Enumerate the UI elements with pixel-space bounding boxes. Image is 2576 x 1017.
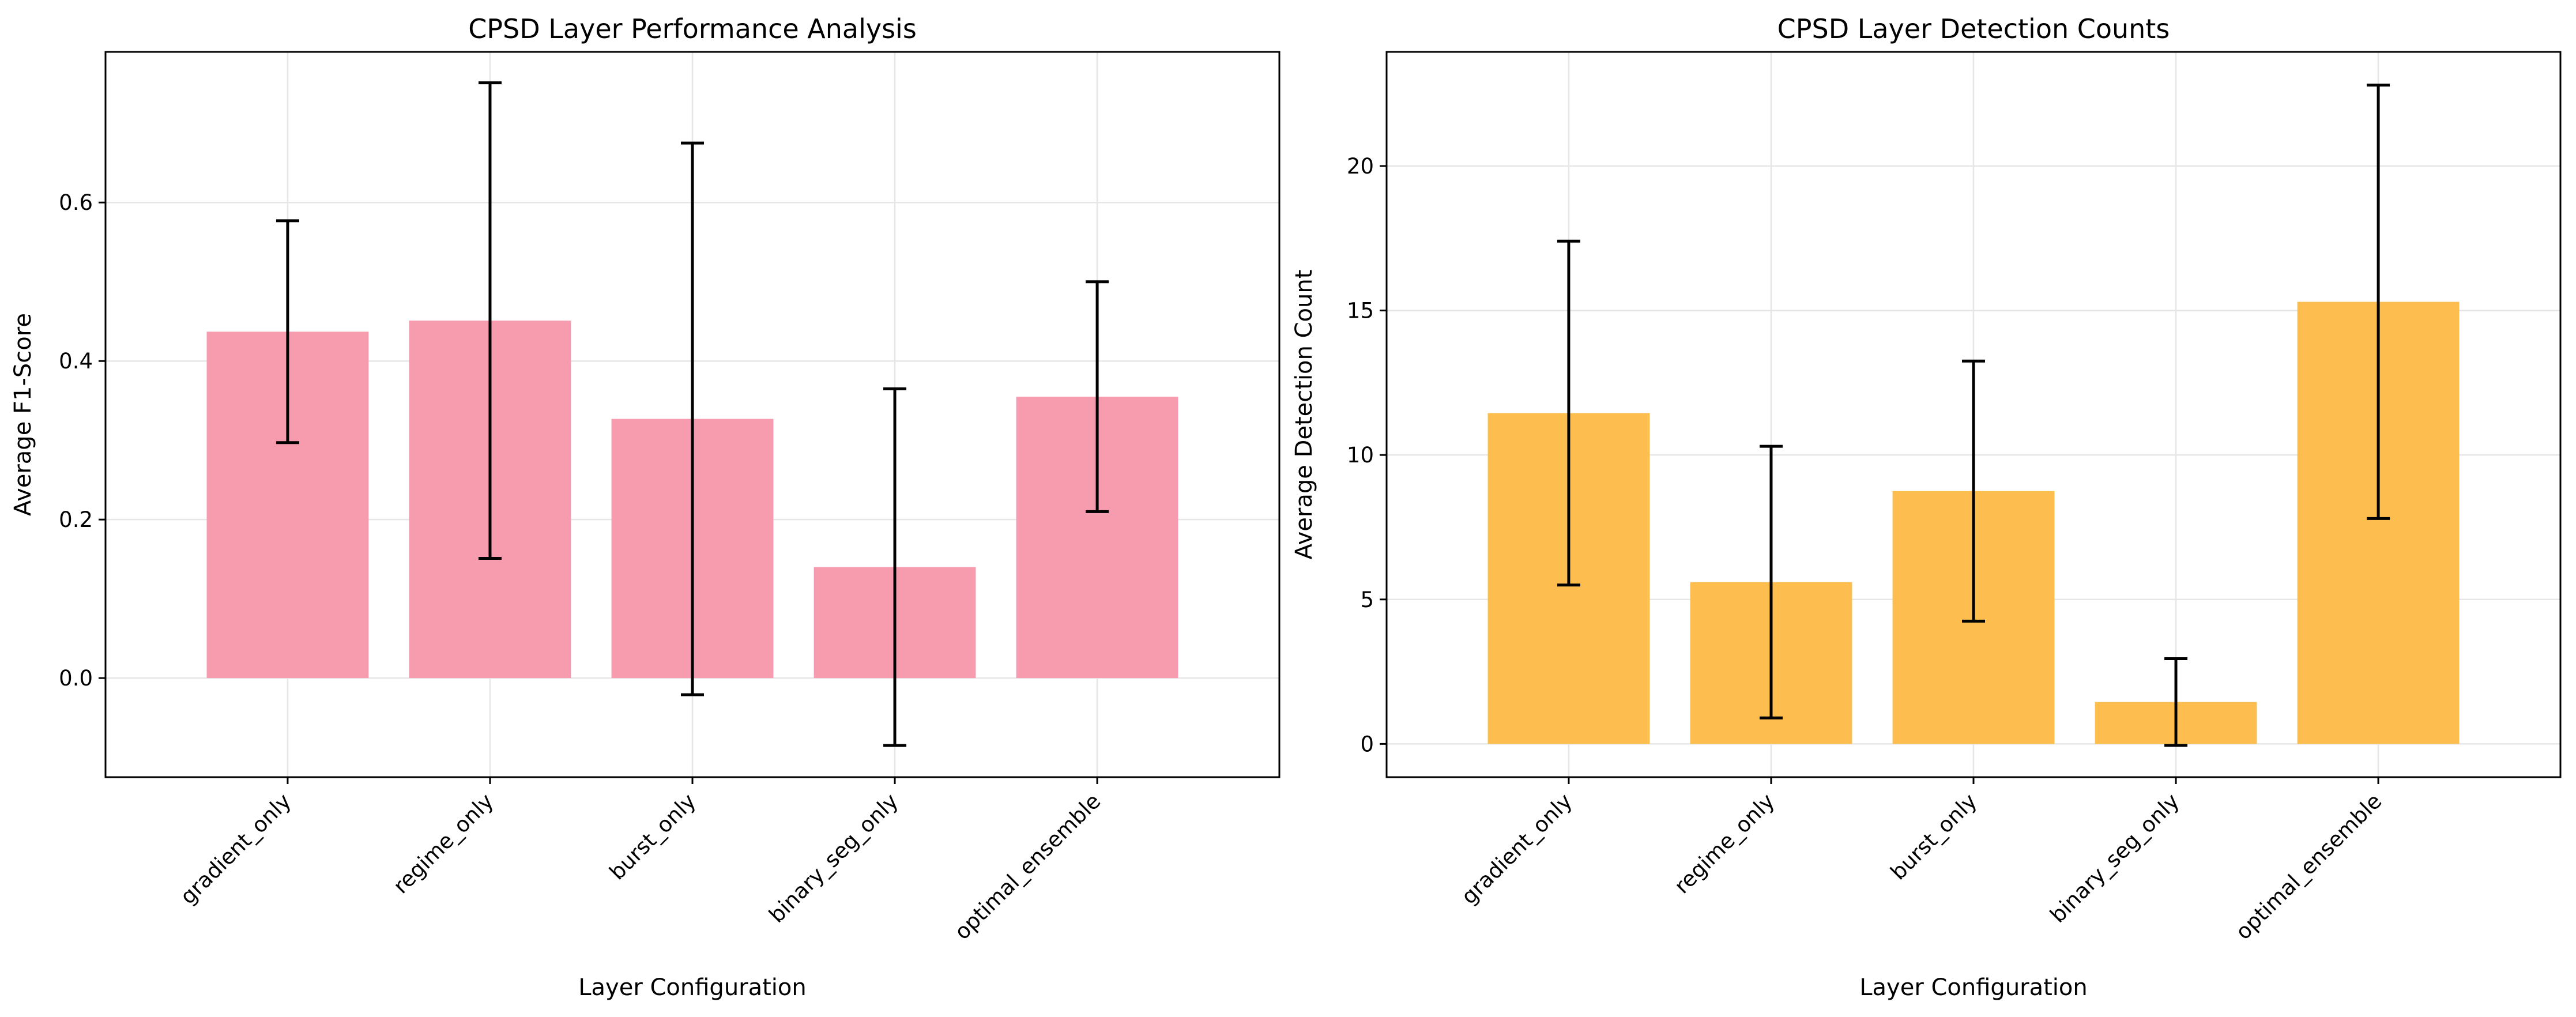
x-tick-label: optimal_ensemble: [950, 789, 1105, 944]
x-tick-label: regime_only: [389, 789, 499, 899]
y-tick-label: 5: [1360, 587, 1374, 612]
y-axis-label: Average F1-Score: [10, 313, 36, 516]
chart-right: 0 5 10 15 20 gradient_only regime_only burst_on…: [1291, 13, 2562, 1001]
y-tick-label: 0.4: [59, 349, 93, 374]
x-tick-label: burst_only: [605, 789, 701, 885]
y-tick-label: 15: [1347, 299, 1374, 323]
x-tick-label: binary_seg_only: [764, 789, 903, 928]
x-tick-label: burst_only: [1886, 789, 1982, 885]
y-tick-label: 0: [1360, 732, 1374, 756]
x-axis-label: Layer Configuration: [578, 974, 807, 1001]
y-axis-label: Average Detection Count: [1291, 270, 1317, 560]
chart-title: CPSD Layer Performance Analysis: [468, 13, 917, 44]
y-tick-label: 0.0: [59, 666, 93, 691]
x-tick-label: gradient_only: [1456, 789, 1577, 909]
x-tick-label: gradient_only: [175, 789, 296, 909]
chart-title: CPSD Layer Detection Counts: [1777, 13, 2170, 44]
y-tick-label: 10: [1347, 443, 1374, 468]
x-tick-label: regime_only: [1670, 789, 1780, 899]
x-axis-label: Layer Configuration: [1859, 974, 2088, 1001]
x-tick-label: optimal_ensemble: [2231, 789, 2386, 944]
chart-left: 0.0 0.2 0.4 0.6 gradient_only regime_only burs…: [10, 13, 1281, 1001]
y-tick-label: 20: [1347, 154, 1374, 179]
y-tick-label: 0.2: [59, 507, 93, 532]
y-tick-label: 0.6: [59, 190, 93, 215]
x-tick-label: binary_seg_only: [2045, 789, 2184, 928]
